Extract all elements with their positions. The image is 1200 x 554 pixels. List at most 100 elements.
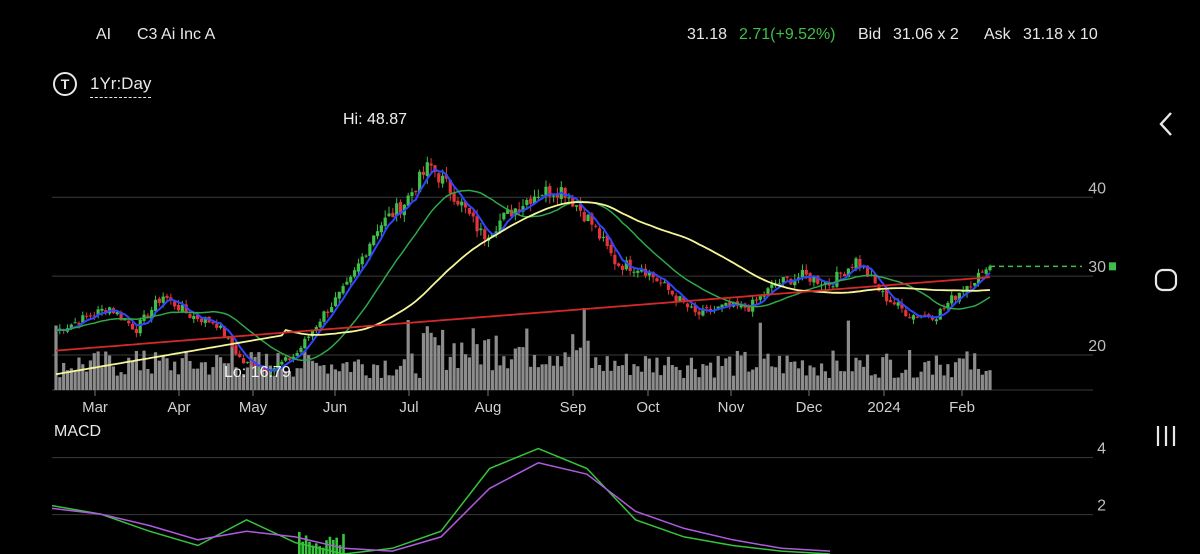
- candle-body: [965, 285, 969, 293]
- volume-bar: [513, 348, 517, 390]
- macd-series-line-0: [51, 447, 831, 554]
- candle-body: [218, 325, 223, 328]
- candle-body: [506, 209, 510, 214]
- volume-bar: [965, 351, 969, 390]
- candle-body: [310, 330, 315, 337]
- bid-value: 31.06 x 2: [893, 26, 959, 43]
- candle-body: [441, 175, 445, 184]
- volume-bar: [73, 371, 77, 390]
- volume-bar: [724, 358, 728, 390]
- candle-body: [387, 213, 391, 217]
- volume-bar: [751, 369, 755, 390]
- candle-body: [341, 285, 345, 294]
- candle-body: [414, 190, 418, 193]
- candle-body: [544, 186, 548, 197]
- volume-bar: [494, 335, 498, 390]
- period-type-icon[interactable]: T: [53, 72, 77, 96]
- volume-bar: [678, 370, 682, 390]
- candle-body: [88, 315, 93, 317]
- volume-bar: [77, 357, 81, 390]
- candle-body: [96, 309, 100, 316]
- candle-body: [100, 308, 104, 311]
- candle-body: [479, 228, 483, 231]
- volume-bar: [735, 350, 739, 390]
- volume-bar: [731, 375, 736, 390]
- candle-body: [513, 208, 517, 216]
- volume-bar: [800, 360, 805, 390]
- volume-bar: [330, 364, 334, 390]
- volume-bar: [356, 359, 361, 390]
- candle-body: [211, 321, 215, 324]
- volume-bar: [961, 358, 965, 390]
- candle-body: [391, 212, 395, 218]
- candle-body: [984, 269, 988, 274]
- volume-bar: [115, 375, 119, 390]
- home-circle-icon[interactable]: [1140, 264, 1192, 296]
- last-price-marker: [1109, 262, 1116, 271]
- candle-body: [969, 286, 973, 288]
- volume-bar: [582, 308, 586, 390]
- volume-bar: [372, 364, 376, 390]
- candle-body: [762, 295, 766, 297]
- volume-bar: [486, 339, 491, 390]
- candle-body: [915, 316, 919, 318]
- volume-bar: [881, 357, 885, 390]
- volume-bar: [234, 367, 238, 390]
- volume-bar: [326, 373, 330, 390]
- candle-body: [222, 326, 227, 338]
- candle-body: [953, 295, 958, 300]
- month-label: Jul: [399, 399, 418, 416]
- candle-body: [697, 311, 701, 315]
- macd-series-line-1: [51, 462, 831, 552]
- candle-body: [850, 266, 854, 268]
- volume-bar: [697, 377, 701, 390]
- high-label: Hi: 48.87: [343, 111, 407, 128]
- candle-body: [842, 273, 847, 277]
- candle-body: [877, 284, 881, 291]
- candle-body: [980, 271, 984, 273]
- back-chevron-icon[interactable]: [1140, 108, 1192, 140]
- volume-bar: [391, 375, 395, 390]
- month-label: May: [239, 399, 268, 416]
- candle-body: [816, 275, 820, 284]
- volume-bar: [471, 328, 475, 390]
- candle-body: [724, 302, 728, 306]
- candle-body: [234, 345, 238, 355]
- volume-bar: [180, 358, 184, 390]
- volume-bar: [184, 351, 188, 390]
- volume-bar: [62, 362, 66, 390]
- candle-body: [295, 353, 299, 356]
- volume-bar: [199, 362, 204, 390]
- period-selector[interactable]: 1Yr:Day: [90, 74, 152, 98]
- volume-bar: [215, 354, 219, 390]
- volume-bar: [303, 350, 307, 390]
- volume-bar: [793, 361, 797, 390]
- candle-body: [188, 314, 192, 318]
- candle-body: [483, 229, 487, 240]
- volume-bar: [268, 365, 272, 390]
- recent-apps-icon[interactable]: [1140, 420, 1192, 452]
- volume-bar: [605, 356, 609, 390]
- candle-body: [674, 295, 678, 302]
- candle-body: [276, 363, 280, 370]
- candle-body: [345, 281, 349, 285]
- candle-body: [307, 336, 311, 338]
- volume-bar: [701, 364, 705, 390]
- candle-body: [747, 306, 751, 312]
- volume-bar: [287, 371, 292, 390]
- volume-bar: [176, 374, 181, 390]
- volume-bar: [789, 361, 793, 390]
- volume-bar: [318, 365, 322, 390]
- candle-body: [574, 205, 579, 207]
- volume-bar: [705, 365, 709, 390]
- volume-bar: [395, 369, 399, 390]
- macd-histogram-bar: [332, 539, 335, 554]
- volume-bar: [609, 370, 613, 390]
- candle-body: [502, 212, 506, 220]
- volume-bar: [911, 377, 916, 390]
- candle-body: [134, 329, 138, 333]
- volume-bar: [858, 360, 862, 390]
- volume-bar: [632, 364, 636, 390]
- volume-bar: [196, 368, 200, 390]
